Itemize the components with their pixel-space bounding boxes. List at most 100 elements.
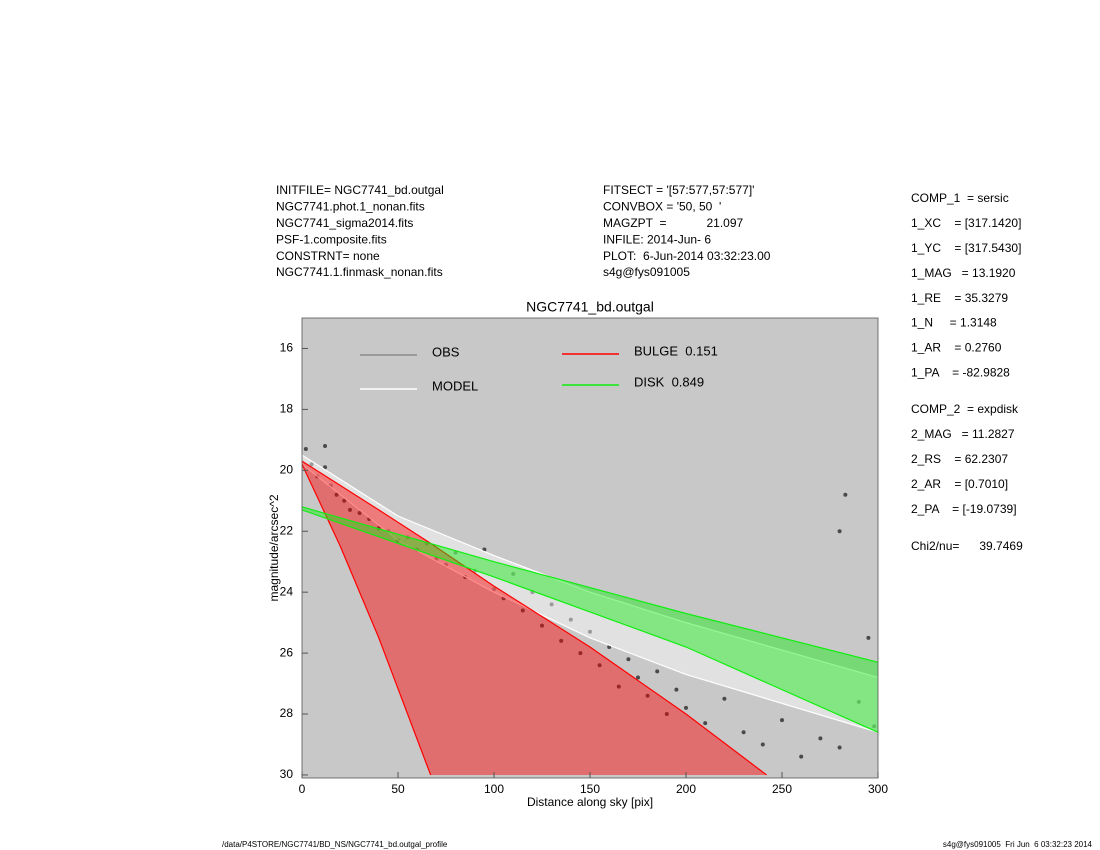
obs-point [856,699,861,704]
header-line: s4g@fys091005 [603,265,690,279]
param-line: 2_PA = [-19.0739] [911,502,1017,516]
param-line: COMP_1 = sersic [911,191,1009,205]
legend-label: DISK 0.849 [634,374,704,389]
param-line: 1_YC = [317.5430] [911,241,1021,255]
obs-point [843,492,848,497]
param-line: 1_PA = -82.9828 [911,365,1010,379]
x-tick-label: 200 [676,782,696,796]
footer-left: /data/P4STORE/NGC7741/BD_NS/NGC7741_bd.o… [222,840,448,849]
obs-point [722,696,727,701]
obs-point [703,721,708,726]
obs-point [626,657,631,662]
obs-point [760,742,765,747]
obs-point [645,693,650,698]
y-tick-label: 30 [280,767,294,781]
header-line: NGC7741.1.finmask_nonan.fits [276,265,443,279]
header-line: MAGZPT = 21.097 [603,216,743,230]
obs-point [309,462,314,467]
header-left: INITFILE= NGC7741_bd.outgal NGC7741.phot.… [276,183,444,279]
chi2: Chi2/nu= 39.7469 [911,539,1023,553]
x-tick-label: 50 [391,782,405,796]
obs-point [684,705,688,710]
y-tick-label: 20 [280,462,294,476]
header-line: INFILE: 2014-Jun- 6 [603,232,711,246]
obs-point [559,638,564,643]
model-edge [302,463,432,776]
obs-point [674,687,679,692]
obs-point [837,745,842,750]
header-line: PLOT: 6-Jun-2014 03:32:23.00 [603,249,771,263]
x-axis-label: Distance along sky [pix] [527,795,653,809]
model-edge [302,454,878,679]
model-edge [302,509,878,733]
obs-point [342,498,347,503]
y-tick-label: 22 [280,523,294,537]
obs-point [520,608,525,613]
obs-point [636,675,640,680]
chart-title: NGC7741_bd.outgal [526,299,654,315]
obs-point [799,754,804,759]
header-line: INITFILE= NGC7741_bd.outgal [276,183,444,197]
param-line: 1_N = 1.3148 [911,316,997,330]
obs-point [818,736,823,741]
x-tick-label: 0 [299,782,306,796]
obs-point [588,629,592,634]
obs-point [597,663,602,668]
header-line: NGC7741_sigma2014.fits [276,216,413,230]
x-tick-label: 300 [868,782,888,796]
header-line: PSF-1.composite.fits [276,232,387,246]
obs-point [323,443,328,448]
obs-point [568,617,573,622]
param-line: 1_XC = [317.1420] [911,216,1021,230]
obs-point [578,651,583,656]
obs-point [616,684,621,689]
obs-point [334,492,339,497]
legend-label: BULGE 0.151 [634,343,718,358]
obs-point [655,669,660,674]
obs-point [482,547,487,552]
param-line: 1_AR = 0.2760 [911,341,1002,355]
x-tick-label: 150 [580,782,600,796]
header-line: CONSTRNT= none [276,249,380,263]
obs-point [837,529,842,534]
y-tick-label: 28 [280,706,294,720]
obs-point [511,571,516,576]
x-tick-label: 100 [484,782,504,796]
y-tick-label: 18 [280,402,294,416]
legend-label: MODEL [432,378,478,393]
obs-point [866,635,871,640]
obs-point [540,623,544,628]
header-line: NGC7741.phot.1_nonan.fits [276,200,425,214]
y-tick-label: 24 [280,584,294,598]
footer-right: s4g@fys091005 Fri Jun 6 03:32:23 2014 [943,840,1093,849]
obs-point [780,718,784,723]
obs-point [741,730,746,735]
model-edge [302,506,878,663]
param-line: 2_MAG = 11.2827 [911,427,1015,441]
fit-parameters: COMP_1 = sersic 1_XC = [317.1420] 1_YC = [… [911,191,1021,516]
x-tick-label: 250 [772,782,792,796]
obs-point [872,724,877,729]
header-middle: FITSECT = '[57:577,57:577]' CONVBOX = '50… [603,183,771,279]
header-line: CONVBOX = '50, 50 ' [603,200,721,214]
model-edge [302,460,768,776]
obs-point [549,602,554,607]
plot-marks [302,443,878,776]
param-line: 2_AR = [0.7010] [911,477,1008,491]
obs-point [492,587,496,592]
param-line: COMP_2 = expdisk [911,402,1019,416]
legend-label: OBS [432,344,460,359]
y-tick-label: 16 [280,341,294,355]
obs-point [664,712,669,717]
obs-point [357,510,362,515]
param-line: 1_RE = 35.3279 [911,291,1008,305]
y-axis-label: magnitude/arcsec^2 [267,494,281,601]
plot-area [302,318,878,778]
obs-point [303,446,308,451]
header-line: FITSECT = '[57:577,57:577]' [603,183,754,197]
param-line: 1_MAG = 13.1920 [911,266,1016,280]
y-tick-label: 26 [280,645,294,659]
obs-point [323,465,328,470]
model-edge [302,463,878,733]
